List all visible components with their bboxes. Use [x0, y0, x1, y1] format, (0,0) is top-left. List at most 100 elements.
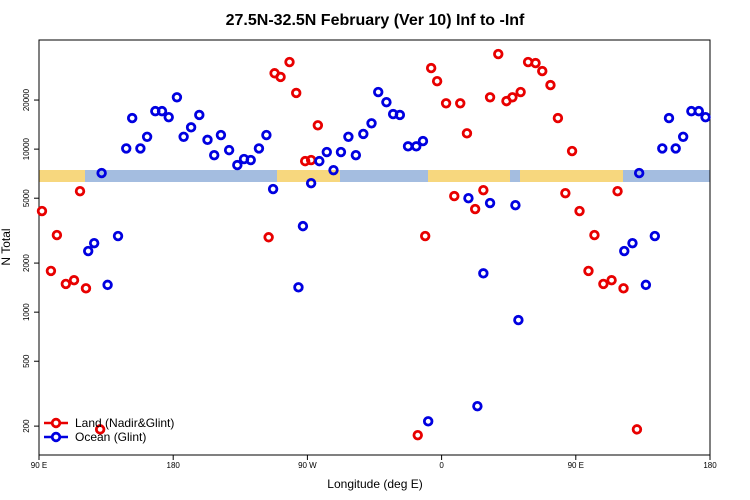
- x-tick-label: 180: [703, 461, 717, 470]
- data-point: [343, 131, 354, 143]
- data-point: [223, 144, 235, 156]
- y-tick-label: 2000: [22, 254, 31, 272]
- track-band: [39, 170, 710, 182]
- data-point: [261, 129, 272, 141]
- data-point: [530, 57, 541, 69]
- data-point: [263, 232, 274, 243]
- data-point: [163, 111, 174, 123]
- legend-label: Ocean (Glint): [75, 430, 146, 444]
- data-point: [493, 48, 504, 60]
- data-point: [215, 129, 227, 141]
- data-point: [598, 278, 609, 290]
- data-point: [618, 283, 629, 294]
- data-point: [335, 146, 347, 158]
- data-point: [112, 230, 124, 242]
- data-point: [80, 283, 92, 294]
- data-point: [469, 203, 481, 215]
- data-point: [373, 86, 384, 98]
- data-point: [202, 134, 213, 146]
- data-point: [417, 135, 429, 147]
- data-point: [484, 197, 496, 209]
- data-point: [455, 98, 466, 109]
- data-point: [507, 92, 518, 103]
- data-point: [60, 278, 72, 290]
- data-point: [297, 220, 309, 232]
- data-point: [328, 164, 339, 176]
- legend-label: Land (Nadir&Glint): [75, 416, 174, 430]
- data-point: [88, 237, 100, 249]
- data-point: [305, 177, 317, 189]
- data-point: [612, 185, 623, 197]
- data-point: [51, 229, 63, 241]
- data-point: [156, 105, 168, 117]
- land-band: [520, 170, 623, 182]
- y-tick-label: 1000: [22, 303, 31, 321]
- data-point: [484, 92, 496, 103]
- x-axis-label: Longitude (deg E): [327, 477, 422, 491]
- data-point: [657, 143, 668, 154]
- data-point: [171, 92, 183, 103]
- data-point: [96, 167, 107, 179]
- data-point: [321, 146, 332, 158]
- data-point: [267, 183, 279, 195]
- data-point: [68, 275, 80, 286]
- data-point: [412, 429, 423, 441]
- data-point: [589, 229, 600, 241]
- data-point: [422, 416, 434, 427]
- data-point: [299, 155, 311, 167]
- data-point: [552, 112, 564, 124]
- data-point: [545, 79, 556, 91]
- data-point: [94, 424, 106, 435]
- data-point: [478, 184, 489, 196]
- data-point: [574, 205, 585, 217]
- x-tick-label: 90 W: [298, 461, 317, 470]
- data-point: [627, 237, 638, 249]
- chart-title: 27.5N-32.5N February (Ver 10) Inf to -In…: [226, 12, 525, 29]
- data-point: [185, 122, 197, 133]
- data-point: [402, 141, 414, 152]
- data-point: [425, 62, 437, 74]
- data-point: [284, 56, 295, 68]
- y-axis-label: N Total: [0, 228, 13, 265]
- data-point: [194, 109, 205, 121]
- data-point: [178, 131, 189, 143]
- data-point: [293, 282, 304, 293]
- data-point: [449, 190, 460, 202]
- data-point: [394, 109, 406, 121]
- legend-marker: [50, 417, 62, 429]
- data-point: [141, 131, 153, 143]
- y-tick-label: 200: [22, 419, 31, 433]
- data-point: [677, 131, 689, 143]
- data-point: [472, 400, 483, 412]
- data-point: [510, 199, 521, 211]
- data-point: [537, 65, 548, 77]
- data-point: [126, 112, 138, 124]
- data-point: [253, 143, 265, 154]
- data-point: [606, 275, 617, 286]
- data-point: [411, 141, 422, 152]
- data-point: [583, 265, 594, 277]
- data-point: [366, 118, 377, 129]
- x-tick-label: 90 E: [31, 461, 47, 470]
- y-tick-label: 500: [22, 354, 31, 368]
- data-point: [312, 120, 324, 131]
- data-point: [36, 205, 48, 217]
- x-tick-label: 0: [439, 461, 444, 470]
- land-band: [277, 170, 340, 182]
- data-point: [670, 143, 681, 154]
- data-point: [513, 314, 524, 326]
- data-point: [121, 143, 132, 154]
- data-point: [381, 97, 392, 108]
- y-tick-label: 20000: [22, 88, 31, 111]
- data-point: [515, 86, 526, 98]
- y-tick-label: 5000: [22, 189, 31, 207]
- data-point: [566, 145, 578, 157]
- data-point: [700, 111, 711, 123]
- data-point: [640, 279, 652, 291]
- data-point: [74, 185, 86, 197]
- data-point: [45, 265, 57, 277]
- x-tick-label: 90 E: [568, 461, 584, 470]
- data-point: [102, 279, 113, 291]
